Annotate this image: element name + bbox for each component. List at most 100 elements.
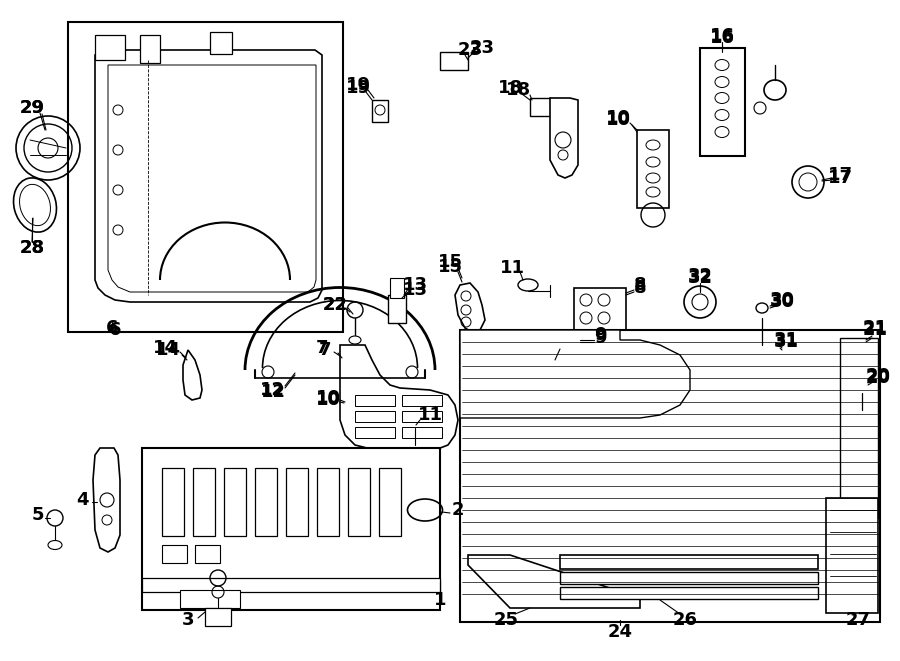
Text: 28: 28 — [20, 239, 45, 257]
Text: 2: 2 — [452, 501, 464, 519]
Bar — [402, 427, 442, 438]
Text: 5: 5 — [32, 506, 44, 524]
Text: 26: 26 — [672, 611, 698, 629]
Bar — [355, 427, 395, 438]
Text: 22: 22 — [322, 296, 347, 314]
Text: 32: 32 — [688, 267, 713, 285]
Bar — [574, 288, 626, 338]
Bar — [162, 468, 184, 536]
Text: 7: 7 — [316, 339, 328, 357]
Text: 3: 3 — [182, 611, 194, 629]
Bar — [372, 100, 388, 122]
Text: 20: 20 — [866, 369, 890, 387]
Bar — [530, 98, 552, 116]
Bar — [195, 545, 220, 563]
Bar — [388, 295, 406, 323]
Polygon shape — [845, 340, 870, 372]
Text: 18: 18 — [506, 81, 531, 99]
Text: 20: 20 — [866, 367, 890, 385]
Bar — [560, 572, 818, 584]
Text: 30: 30 — [770, 293, 795, 311]
Bar — [317, 468, 339, 536]
Polygon shape — [550, 98, 578, 178]
Text: 23: 23 — [470, 39, 494, 57]
Bar — [95, 35, 125, 60]
Text: 1: 1 — [434, 591, 446, 609]
Text: 17: 17 — [827, 166, 852, 184]
Polygon shape — [183, 350, 202, 400]
Text: 28: 28 — [20, 239, 45, 257]
Bar — [637, 130, 669, 208]
Bar — [255, 468, 277, 536]
Text: 31: 31 — [773, 331, 798, 349]
Text: 31: 31 — [773, 333, 798, 351]
Text: 14: 14 — [156, 341, 181, 359]
Text: 7: 7 — [319, 341, 331, 359]
Text: 9: 9 — [594, 329, 607, 347]
Text: 27: 27 — [845, 611, 870, 629]
Bar — [142, 448, 440, 610]
Bar — [286, 468, 308, 536]
Text: 22: 22 — [322, 296, 347, 314]
Bar — [68, 22, 343, 332]
Text: 11: 11 — [500, 259, 525, 277]
Polygon shape — [345, 392, 372, 415]
Text: 12: 12 — [260, 383, 285, 401]
Text: 15: 15 — [437, 253, 463, 271]
Text: 6: 6 — [106, 319, 118, 337]
Bar — [402, 395, 442, 406]
Text: 10: 10 — [606, 111, 631, 129]
Text: 9: 9 — [594, 326, 607, 344]
Text: 13: 13 — [402, 276, 428, 294]
Text: 29: 29 — [20, 99, 44, 117]
Text: 10: 10 — [606, 109, 631, 127]
Text: 19: 19 — [346, 76, 371, 94]
Text: 13: 13 — [402, 281, 428, 299]
Bar — [560, 587, 818, 599]
Text: 12: 12 — [259, 381, 284, 399]
Text: 10: 10 — [316, 389, 340, 407]
Text: 25: 25 — [493, 611, 518, 629]
Bar — [162, 545, 187, 563]
Bar — [193, 468, 215, 536]
Bar — [402, 411, 442, 422]
Polygon shape — [460, 330, 690, 418]
Text: 16: 16 — [709, 27, 734, 45]
Bar — [560, 555, 818, 569]
Text: 17: 17 — [827, 169, 852, 187]
Text: 11: 11 — [418, 406, 443, 424]
Text: 18: 18 — [498, 79, 523, 97]
Polygon shape — [455, 283, 485, 332]
Bar — [210, 32, 232, 54]
Text: 23: 23 — [457, 41, 482, 59]
Bar — [840, 338, 878, 518]
Bar — [180, 590, 240, 608]
Bar — [205, 608, 231, 626]
Text: 29: 29 — [20, 99, 44, 117]
Text: 16: 16 — [709, 29, 734, 47]
Bar — [460, 330, 880, 622]
Bar — [379, 468, 401, 536]
Polygon shape — [95, 50, 322, 302]
Text: 6: 6 — [109, 321, 122, 339]
Text: 10: 10 — [316, 391, 340, 409]
Bar — [142, 578, 440, 592]
Polygon shape — [340, 345, 458, 450]
Text: 21: 21 — [862, 321, 887, 339]
Text: 19: 19 — [346, 79, 371, 97]
Bar — [390, 278, 404, 298]
Polygon shape — [468, 555, 640, 608]
Text: 15: 15 — [437, 258, 463, 276]
Text: 32: 32 — [688, 269, 713, 287]
Polygon shape — [93, 448, 120, 552]
Bar — [348, 468, 370, 536]
Text: 21: 21 — [862, 319, 887, 337]
Text: 8: 8 — [634, 276, 646, 294]
Text: 8: 8 — [634, 279, 646, 297]
Text: 4: 4 — [76, 491, 88, 509]
Bar — [224, 468, 246, 536]
Bar — [826, 498, 878, 613]
Bar — [740, 345, 782, 367]
Bar — [355, 395, 395, 406]
Bar — [140, 35, 160, 63]
